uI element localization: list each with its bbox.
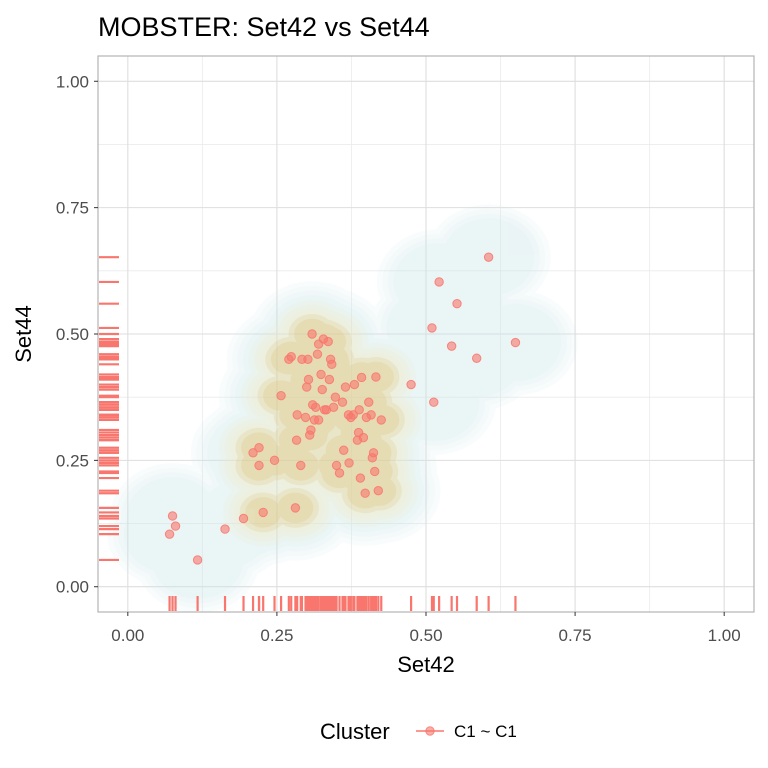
y-tick-label: 0.25	[56, 451, 89, 470]
data-point	[286, 352, 296, 362]
x-tick-label: 0.25	[260, 626, 293, 645]
y-axis-label: Set44	[11, 305, 36, 363]
data-point	[307, 329, 317, 339]
data-point	[220, 524, 230, 534]
x-axis-label: Set42	[397, 652, 455, 677]
data-point	[355, 473, 366, 483]
data-point	[339, 445, 349, 455]
legend-key-point	[425, 726, 435, 736]
data-point	[370, 466, 380, 477]
data-point	[310, 402, 321, 412]
data-point	[344, 458, 354, 468]
legend: Cluster C1 ~ C1	[320, 719, 517, 744]
data-point	[371, 372, 381, 382]
y-tick-label: 0.50	[56, 325, 89, 344]
x-axis-ticks: 0.00 0.25 0.50 0.75 1.00	[111, 612, 741, 645]
data-point	[373, 485, 383, 496]
x-rug	[168, 596, 517, 611]
data-point	[296, 460, 306, 471]
grid	[98, 56, 754, 612]
data-point	[483, 252, 494, 262]
x-tick-label: 0.50	[409, 626, 442, 645]
data-point	[358, 432, 369, 443]
data-point	[340, 382, 351, 392]
data-point	[328, 402, 339, 412]
data-point	[303, 374, 314, 385]
points-layer	[164, 252, 521, 565]
data-point	[292, 410, 302, 420]
legend-entry-label: C1 ~ C1	[454, 722, 517, 741]
data-point	[356, 372, 367, 383]
data-point	[334, 468, 345, 478]
data-point	[354, 405, 364, 415]
data-point	[510, 337, 521, 348]
data-point	[300, 412, 311, 423]
data-point	[376, 415, 386, 425]
x-tick-label: 0.75	[559, 626, 592, 645]
data-point	[269, 455, 280, 466]
data-point	[446, 341, 457, 351]
data-point	[317, 384, 327, 395]
data-point	[360, 488, 370, 498]
data-point	[349, 379, 360, 390]
data-point	[337, 397, 348, 407]
data-point	[302, 382, 312, 392]
y-tick-label: 0.00	[56, 578, 89, 597]
x-tick-label: 0.00	[111, 626, 144, 645]
legend-title: Cluster	[320, 719, 390, 744]
data-point	[313, 415, 324, 425]
data-point	[254, 443, 264, 453]
data-point	[276, 390, 286, 401]
data-point	[348, 410, 358, 420]
data-point	[290, 503, 301, 513]
data-point	[258, 507, 268, 518]
data-point	[406, 379, 416, 390]
data-point	[427, 323, 437, 333]
data-point	[366, 410, 376, 420]
data-point	[306, 425, 316, 435]
data-point	[471, 353, 482, 363]
data-point	[164, 529, 175, 539]
data-point	[429, 397, 439, 407]
data-point	[192, 555, 203, 565]
y-rug	[99, 256, 119, 562]
data-point	[238, 513, 249, 524]
y-axis-ticks: 0.00 0.25 0.50 0.75 1.00	[56, 72, 98, 597]
data-point	[248, 448, 258, 458]
y-tick-label: 1.00	[56, 72, 89, 91]
data-point	[312, 349, 323, 359]
data-point	[303, 354, 313, 364]
data-point	[324, 374, 335, 385]
data-point	[170, 521, 181, 531]
data-point	[316, 369, 326, 380]
data-point	[364, 397, 374, 407]
data-point	[452, 298, 462, 309]
data-point	[167, 511, 178, 521]
y-tick-label: 0.75	[56, 199, 89, 218]
data-point	[368, 448, 379, 458]
data-point	[327, 359, 337, 370]
x-tick-label: 1.00	[708, 626, 741, 645]
data-point	[330, 392, 341, 402]
data-point	[323, 336, 333, 347]
data-point	[434, 277, 444, 287]
data-point	[254, 460, 264, 471]
chart-title: MOBSTER: Set42 vs Set44	[98, 12, 430, 42]
data-point	[291, 435, 302, 445]
